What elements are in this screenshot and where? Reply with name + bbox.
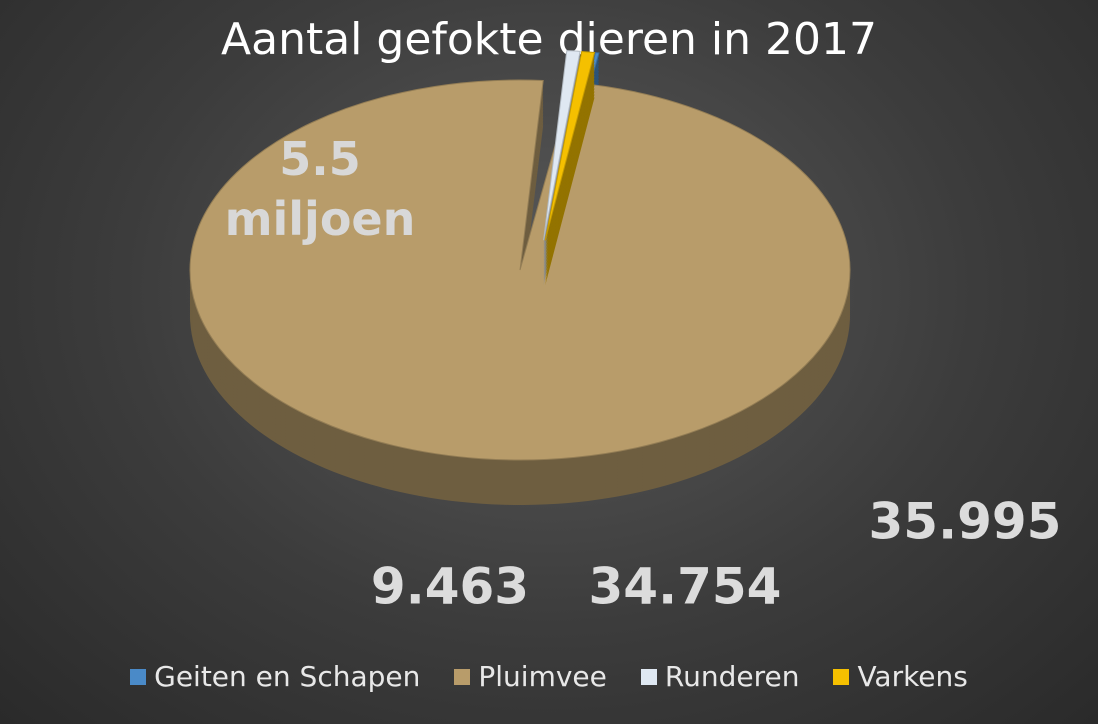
data-label: 35.995 — [869, 493, 1062, 551]
chart-title: Aantal gefokte dieren in 2017 — [221, 14, 877, 65]
legend-swatch — [130, 668, 147, 685]
legend-item: Runderen — [640, 660, 800, 693]
slice-side — [545, 90, 595, 280]
slice — [189, 79, 851, 461]
slice-side — [545, 60, 595, 250]
legend-swatch — [454, 668, 471, 685]
legend-item: Geiten en Schapen — [130, 660, 420, 693]
slice-side — [545, 57, 595, 247]
legend-item: Pluimvee — [454, 660, 607, 693]
slice-side — [545, 75, 595, 265]
slice-side — [545, 54, 595, 244]
slice-side — [545, 66, 595, 256]
legend-label: Runderen — [664, 660, 800, 693]
data-label: 9.463 — [371, 558, 529, 616]
legend-label: Geiten en Schapen — [154, 660, 421, 693]
legend-item: Varkens — [833, 660, 968, 693]
slice-side — [545, 81, 595, 271]
legend-swatch — [640, 668, 657, 685]
legend-swatch — [833, 668, 850, 685]
slice-side — [545, 78, 595, 268]
slice-side — [545, 93, 595, 283]
data-label: 34.754 — [589, 558, 782, 616]
slice-side — [545, 63, 595, 253]
legend-label: Varkens — [857, 660, 968, 693]
slice-side — [545, 87, 595, 277]
slice-side — [545, 84, 595, 274]
slice — [543, 50, 581, 241]
legend-label: Pluimvee — [478, 660, 607, 693]
slice — [544, 50, 596, 241]
legend: Geiten en Schapen Pluimvee Runderen Varkens — [0, 660, 1098, 693]
slice-side — [545, 69, 595, 259]
slice-side — [545, 72, 595, 262]
data-label: 5.5 miljoen — [224, 132, 416, 246]
slice-side — [545, 96, 595, 286]
